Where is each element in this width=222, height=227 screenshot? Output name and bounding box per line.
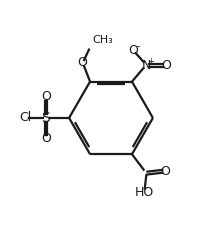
- Text: +: +: [147, 57, 154, 66]
- Text: S: S: [42, 111, 50, 125]
- Text: O: O: [128, 44, 138, 57]
- Text: O: O: [161, 59, 171, 72]
- Text: N: N: [142, 59, 151, 72]
- Text: -: -: [137, 41, 140, 51]
- Text: O: O: [160, 165, 170, 178]
- Text: CH₃: CH₃: [92, 35, 113, 45]
- Text: O: O: [77, 56, 87, 69]
- Text: Cl: Cl: [19, 111, 31, 124]
- Text: O: O: [41, 132, 51, 145]
- Text: HO: HO: [135, 186, 154, 199]
- Text: O: O: [41, 90, 51, 104]
